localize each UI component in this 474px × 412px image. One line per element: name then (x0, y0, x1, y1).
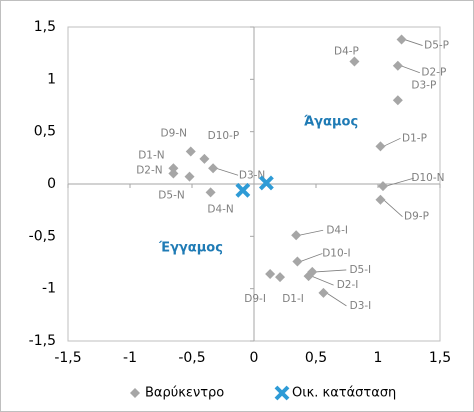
point (375, 141, 386, 152)
point-label: D2-N (136, 165, 162, 177)
leader-line (300, 253, 323, 262)
point-label: D4-I (326, 224, 348, 236)
point (205, 187, 216, 198)
point-label: D5-N (158, 190, 184, 202)
point-label: D3-N (239, 169, 265, 181)
leader-line (385, 177, 415, 187)
point-label: D1-I (282, 293, 304, 305)
point-label: D5-P (424, 40, 449, 52)
point-label: D4-N (207, 203, 233, 215)
point-label: D4-P (334, 46, 359, 58)
leader-line (383, 199, 403, 217)
legend-marker (274, 385, 290, 401)
point-label: D10-I (322, 247, 350, 259)
point (185, 146, 196, 157)
leader-line (299, 229, 324, 236)
leader-line (315, 269, 347, 273)
point-label: D2-I (337, 279, 359, 291)
point (199, 153, 210, 164)
point (349, 56, 360, 67)
point (318, 287, 329, 298)
point-label: D1-N (138, 149, 164, 161)
point-label: D10-N (411, 172, 444, 184)
leader-line (326, 292, 347, 307)
point-label: D3-I (350, 300, 372, 312)
y-tick-label: 0 (47, 176, 56, 192)
point (291, 230, 302, 241)
point (258, 175, 274, 191)
point (392, 95, 403, 106)
x-tick-label: -0,5 (178, 350, 205, 366)
x-tick-label: 1,5 (429, 350, 451, 366)
point (292, 256, 303, 267)
point-label: D1-P (402, 132, 427, 144)
annotation: Άγαμος (304, 115, 358, 130)
annotation: Έγγαμος (158, 241, 223, 256)
point (235, 182, 251, 198)
legend-label: Βαρύκεντρο (145, 386, 224, 401)
leader-line (311, 275, 334, 286)
point (303, 271, 314, 282)
y-tick-label: -1,5 (29, 333, 56, 349)
point-label: D3-P (411, 79, 436, 91)
y-tick-label: -1 (42, 281, 56, 297)
point (396, 34, 407, 45)
leader-line (215, 167, 239, 176)
legend-label: Οικ. κατάσταση (292, 386, 396, 401)
x-tick-label: 1 (374, 350, 383, 366)
y-tick-label: -0,5 (29, 228, 56, 244)
point (184, 171, 195, 182)
x-tick-label: 0 (250, 350, 259, 366)
leader-line (383, 137, 401, 147)
y-tick-label: 1,5 (34, 19, 56, 35)
point (168, 168, 179, 179)
leader-line (400, 65, 420, 74)
point (377, 181, 388, 192)
x-tick-label: -1,5 (54, 350, 81, 366)
y-tick-label: 0,5 (34, 124, 56, 140)
x-tick-label: 0,5 (305, 350, 327, 366)
point-label: D9-N (161, 128, 187, 140)
point (265, 269, 276, 280)
point-label: D5-I (349, 264, 371, 276)
point-label: D9-P (404, 211, 429, 223)
y-tick-label: 1 (47, 71, 56, 87)
leader-line (404, 39, 423, 46)
point (168, 163, 179, 174)
point-label: D2-P (421, 67, 446, 79)
point (208, 163, 219, 174)
x-tick-label: -1 (123, 350, 137, 366)
point-label: D10-P (208, 130, 240, 142)
point (275, 272, 286, 283)
legend-marker (130, 388, 140, 398)
point (375, 194, 386, 205)
point (392, 60, 403, 71)
point-label: D9-I (244, 293, 266, 305)
